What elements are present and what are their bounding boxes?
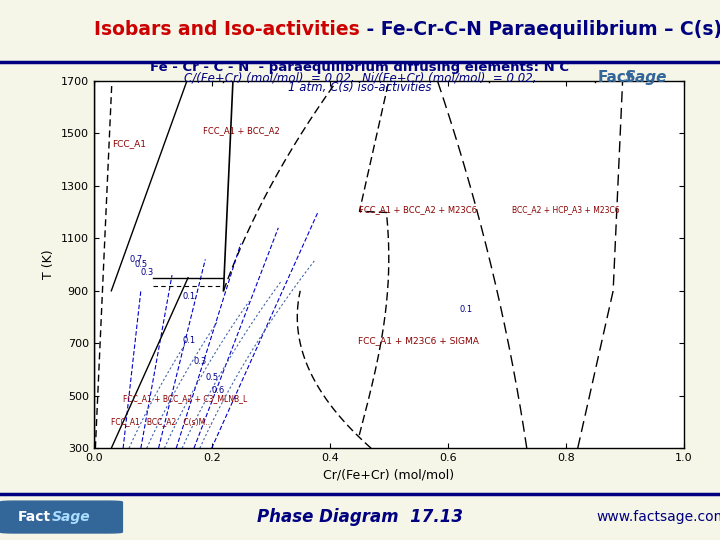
Text: FCC_A1   BCC_A2   C(s)M...: FCC_A1 BCC_A2 C(s)M... [112,417,212,427]
Text: 0.3: 0.3 [141,268,154,277]
Text: FCC_A1 + BCC_A2: FCC_A1 + BCC_A2 [203,126,279,136]
Text: FCC_A1 + BCC_A2 + C3_MLNB_L: FCC_A1 + BCC_A2 + C3_MLNB_L [123,394,248,403]
Text: www.factsage.com: www.factsage.com [597,510,720,524]
Text: - Fe-Cr-C-N Paraequilibrium – C(s) iso-activities: - Fe-Cr-C-N Paraequilibrium – C(s) iso-a… [360,20,720,39]
Text: 0.6: 0.6 [212,386,225,395]
Text: Sage: Sage [52,510,91,524]
Text: 0.3: 0.3 [194,357,207,366]
Text: Sage: Sage [625,70,667,85]
Text: Isobars and Iso-activities: Isobars and Iso-activities [94,20,360,39]
Text: FCC_A1: FCC_A1 [112,139,146,148]
Y-axis label: T (K): T (K) [42,250,55,279]
Text: 0.5: 0.5 [135,260,148,269]
Text: 0.1: 0.1 [182,336,195,345]
Text: C/(Fe+Cr) (mol/mol)  = 0.02,  Ni/(Fe+Cr) (mol/mol)  = 0.02,: C/(Fe+Cr) (mol/mol) = 0.02, Ni/(Fe+Cr) (… [184,72,536,85]
Text: 0.1: 0.1 [182,292,195,301]
Text: 0.7: 0.7 [129,255,143,264]
Text: 0.1: 0.1 [459,305,473,314]
Text: FCC_A1 + BCC_A2 + M23C6: FCC_A1 + BCC_A2 + M23C6 [359,205,477,214]
Text: Fact: Fact [598,70,634,85]
Text: 0.5: 0.5 [206,373,219,382]
Text: 1 atm, C(s) iso-activities: 1 atm, C(s) iso-activities [288,81,432,94]
Text: Phase Diagram  17.13: Phase Diagram 17.13 [257,508,463,526]
Text: Fe - Cr - C - N  - paraequilibrium diffusing elements: N C: Fe - Cr - C - N - paraequilibrium diffus… [150,61,570,74]
Text: FCC_A1 + M23C6 + SIGMA: FCC_A1 + M23C6 + SIGMA [358,336,479,345]
Text: BCC_A2 + HCP_A3 + M23C6: BCC_A2 + HCP_A3 + M23C6 [512,205,620,214]
Text: Fact: Fact [18,510,51,524]
FancyBboxPatch shape [0,501,122,533]
X-axis label: Cr/(Fe+Cr) (mol/mol): Cr/(Fe+Cr) (mol/mol) [323,469,454,482]
